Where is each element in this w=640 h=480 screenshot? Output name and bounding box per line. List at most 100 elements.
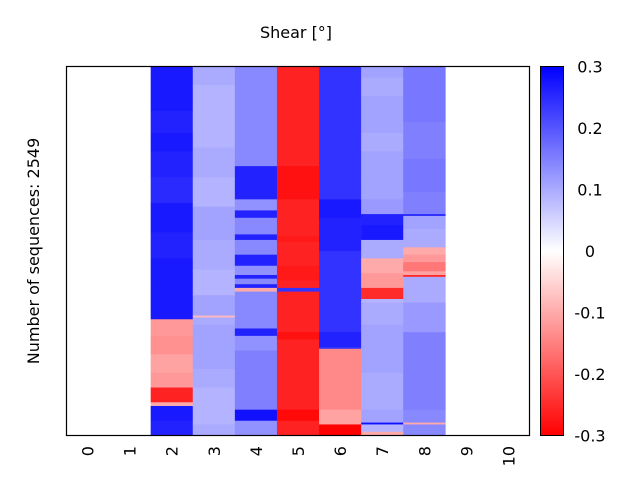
heatmap-cell — [361, 225, 404, 241]
heatmap-cell — [150, 258, 194, 281]
heatmap-cell — [319, 66, 362, 200]
colorbar-tick-label: -0.3 — [574, 427, 605, 446]
heatmap-cell — [403, 191, 446, 215]
heatmap-cell — [150, 420, 194, 436]
colorbar-tick-label: 0.2 — [577, 119, 602, 138]
x-tick-label: 8 — [415, 446, 434, 456]
heatmap-cell — [319, 251, 362, 333]
heatmap-cell — [403, 424, 446, 436]
heatmap-cell — [150, 372, 194, 388]
heatmap-cell — [276, 287, 320, 292]
heatmap-cell — [403, 121, 446, 160]
x-tick-label: 10 — [500, 446, 519, 466]
heatmap-cell — [150, 203, 194, 233]
colorbar-tick-label: -0.2 — [574, 365, 605, 384]
heatmap-cell — [403, 332, 446, 411]
colorbar-tick-label: 0.1 — [577, 181, 602, 200]
heatmap-cell — [361, 199, 404, 215]
heatmap-cell — [150, 66, 194, 75]
heatmap-cell — [234, 265, 278, 276]
heatmap-cell — [234, 335, 278, 352]
heatmap-cell — [234, 409, 278, 422]
heatmap-cell — [150, 387, 194, 403]
heatmap-cell — [403, 262, 446, 272]
heatmap-cell — [403, 276, 446, 304]
heatmap-cell — [361, 96, 404, 134]
heatmap-cell — [150, 405, 194, 422]
heatmap-cell — [192, 369, 236, 388]
heatmap-cell — [150, 402, 194, 407]
heatmap-cell — [361, 239, 404, 259]
heatmap-cell — [192, 206, 236, 241]
heatmap-cell — [234, 328, 278, 337]
heatmap-cell — [361, 177, 404, 200]
heatmap-cell — [403, 271, 446, 276]
colorbar-tick-label: 0 — [585, 242, 595, 261]
heatmap-cell — [234, 254, 278, 267]
heatmap-cell — [319, 348, 362, 411]
x-tick-label: 1 — [121, 446, 140, 456]
heatmap-cell — [276, 339, 320, 411]
colorbar-tick-labels: 0.3 0.2 0.1 0 -0.1 -0.2 -0.3 — [574, 58, 605, 446]
x-tick-label: 7 — [373, 446, 392, 456]
heatmap-cell — [403, 302, 446, 333]
heatmap-cell — [361, 409, 404, 423]
heatmap-cell — [192, 269, 236, 296]
heatmap-cell — [319, 217, 362, 252]
x-tick-label: 6 — [331, 446, 350, 456]
heatmap-cell — [150, 110, 194, 134]
heatmap-cell — [234, 274, 278, 280]
heatmap-cell — [192, 324, 236, 370]
x-tick-label: 4 — [247, 446, 266, 456]
heatmap-cell — [276, 166, 320, 200]
heatmap-cell — [276, 236, 320, 243]
heatmap-cell — [192, 317, 236, 326]
heatmap-cell — [361, 431, 404, 436]
heatmap-cell — [403, 274, 446, 278]
heatmap-cell — [403, 247, 446, 256]
heatmap-cell — [192, 147, 236, 178]
heatmap-cell — [150, 73, 194, 112]
heatmap-cell — [234, 210, 278, 219]
heatmap-cell — [234, 420, 278, 436]
colorbar — [540, 66, 564, 436]
heatmap-cell — [403, 66, 446, 123]
heatmap-cell — [276, 420, 320, 436]
heatmap-cell — [361, 151, 404, 178]
heatmap-cell — [361, 422, 404, 425]
heatmap-cell — [150, 177, 194, 204]
heatmap-cell — [192, 424, 236, 436]
x-tick-label: 0 — [79, 446, 98, 456]
x-tick-label: 5 — [289, 446, 308, 456]
heatmap-cell — [150, 335, 194, 355]
x-tick-label: 9 — [457, 446, 476, 456]
heatmap-cell — [150, 232, 194, 259]
heatmap-cell — [403, 214, 446, 217]
heatmap-cell — [150, 319, 194, 337]
heatmap-cell — [361, 258, 404, 274]
x-tick-labels: 0 1 2 3 4 5 6 7 8 9 10 — [79, 446, 519, 466]
heatmap-cell — [361, 424, 404, 433]
heatmap-cell — [234, 66, 278, 167]
heatmap-cell — [276, 265, 320, 281]
heatmap-cell — [403, 215, 446, 230]
heatmap-cell — [234, 284, 278, 289]
heatmap-cell — [361, 214, 404, 226]
heatmap-cell — [361, 324, 404, 374]
heatmap-cell — [276, 332, 320, 340]
heatmap-cell — [150, 280, 194, 320]
heatmap-cell — [234, 166, 278, 200]
heatmap-cell — [403, 158, 446, 193]
heatmap-cell — [319, 409, 362, 425]
heatmap-cell — [403, 422, 446, 425]
heatmap-cell — [403, 254, 446, 263]
heatmap-cell — [234, 239, 278, 256]
colorbar-tick-label: 0.3 — [577, 58, 602, 77]
heatmap-cell — [192, 295, 236, 316]
heatmap-cell — [192, 177, 236, 208]
heatmap-cell — [192, 387, 236, 407]
heatmap-cell — [150, 132, 194, 152]
heatmap-cell — [276, 241, 320, 267]
heatmap-cell — [192, 84, 236, 149]
heatmap-cell — [234, 287, 278, 292]
